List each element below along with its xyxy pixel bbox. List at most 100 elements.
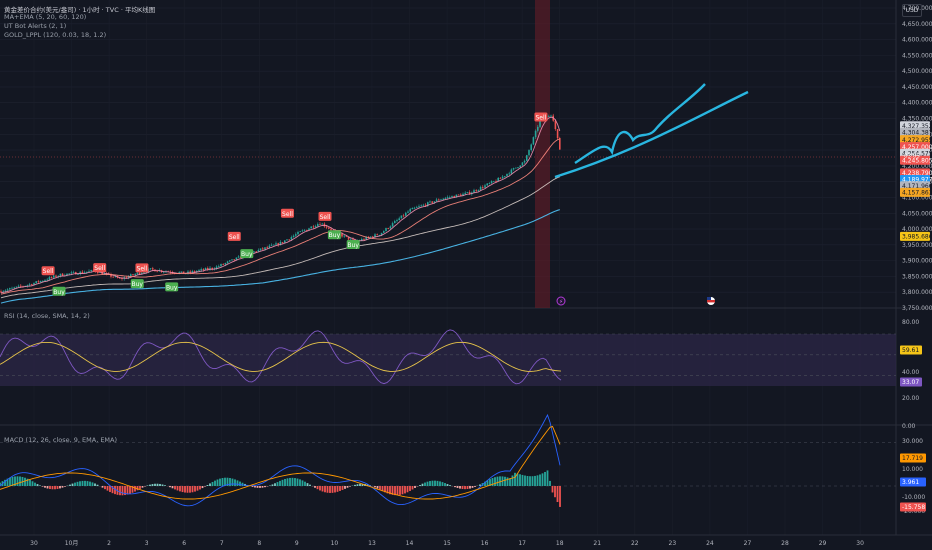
macd-histogram-bar	[549, 480, 551, 486]
macd-histogram-bar	[271, 484, 274, 486]
candle	[202, 269, 205, 270]
indicator-ma-ema[interactable]: MA+EMA (5, 20, 60, 120)	[4, 13, 87, 21]
candle	[130, 274, 132, 277]
macd-histogram-bar	[156, 483, 159, 486]
candle	[548, 116, 550, 117]
candle	[413, 207, 416, 209]
macd-histogram-bar	[424, 482, 426, 486]
candle	[191, 271, 194, 273]
macd-histogram-bar	[496, 476, 499, 486]
price-tick-label: 4,200.000	[902, 163, 932, 170]
rsi-label[interactable]: RSI (14, close, SMA, 14, 2)	[4, 312, 90, 320]
macd-histogram-bar	[39, 485, 41, 486]
price-tick-label: 4,350.000	[902, 116, 932, 123]
currency-button[interactable]: USD	[902, 4, 922, 17]
signal-text: Buy	[132, 281, 144, 288]
badge-text: 4,257.000	[902, 144, 932, 151]
candle	[233, 259, 235, 261]
price-tick-label: 4,600.000	[902, 37, 932, 44]
macd-histogram-bar	[91, 482, 94, 486]
candle	[462, 193, 464, 196]
sell-signal: Sell	[534, 112, 548, 122]
macd-histogram-bar	[14, 476, 16, 486]
candle	[493, 181, 495, 182]
candle	[466, 191, 469, 193]
candle	[152, 268, 154, 270]
ma-120-line	[0, 209, 560, 304]
candle	[48, 277, 51, 280]
macd-histogram-bar	[36, 484, 39, 486]
price-label-badge: 4,272.955	[900, 135, 932, 145]
candle	[369, 236, 372, 238]
macd-histogram-bar	[69, 484, 71, 486]
candle	[86, 271, 88, 273]
price-tick-label: 3,850.000	[902, 273, 932, 280]
macd-histogram-bar	[346, 486, 349, 488]
candle	[259, 248, 262, 250]
sell-signal: Sell	[135, 263, 149, 273]
macd-histogram-bar	[461, 486, 464, 490]
candle	[13, 287, 15, 289]
candle	[501, 176, 504, 179]
date-tick-label: 16	[481, 540, 489, 547]
candle	[125, 277, 128, 279]
macd-histogram-bar	[96, 484, 99, 486]
badge-bg	[900, 148, 930, 158]
badge-text: 3.961	[902, 479, 919, 486]
candle	[20, 285, 22, 287]
macd-histogram-bar	[199, 486, 201, 490]
signal-badge	[135, 263, 149, 273]
macd-label[interactable]: MACD (12, 26, close, 9, EMA, EMA)	[4, 436, 118, 444]
candle	[418, 206, 420, 208]
date-tick-label: 30	[30, 540, 38, 547]
signal-badge	[130, 279, 144, 289]
badge-bg	[900, 135, 930, 145]
macd-histogram-bar	[84, 480, 86, 486]
macd-histogram-bar	[394, 486, 396, 496]
sell-signal: Sell	[280, 208, 294, 218]
date-tick-label: 13	[368, 540, 376, 547]
event-icons[interactable]: ⚡	[556, 296, 715, 306]
price-tick-label: 4,650.000	[902, 21, 932, 28]
indicator-lppl[interactable]: GOLD_LPPL (120, 0.03, 18, 1.2)	[4, 31, 107, 39]
macd-histogram-bar	[521, 474, 524, 486]
macd-histogram-bar	[44, 486, 46, 488]
macd-histogram-bar	[146, 485, 149, 486]
candle	[455, 194, 458, 198]
badge-text: 4,272.955	[902, 137, 932, 144]
macd-histogram-bar	[306, 483, 309, 486]
macd-histogram-bar	[361, 483, 364, 486]
macd-histogram-bar	[184, 486, 186, 493]
candle	[380, 232, 383, 235]
macd-histogram-bar	[376, 486, 379, 489]
macd-histogram-bar	[526, 475, 529, 486]
badge-bg	[900, 477, 926, 487]
indicator-ut-bot[interactable]: UT Bot Alerts (2, 1)	[4, 22, 67, 30]
date-tick-label: 9	[295, 540, 299, 547]
candle	[387, 228, 389, 229]
candle	[281, 241, 284, 243]
candle	[224, 263, 227, 265]
macd-histogram-bar	[446, 484, 449, 486]
countdown-text: 03:05	[904, 153, 920, 159]
price-label-badge: 4,245.805	[900, 155, 932, 165]
candle	[319, 224, 321, 225]
lightning-event-icon[interactable]	[556, 296, 566, 306]
macd-pane: 0.0030.00010.000-10.000-20.00017.7193.96…	[0, 413, 926, 515]
macd-histogram-bar	[111, 486, 114, 494]
candle	[266, 247, 268, 249]
badge-text: 4,157.863	[902, 190, 932, 197]
macd-histogram-bar	[216, 479, 219, 486]
candle	[255, 251, 257, 253]
date-tick-label: 28	[781, 540, 789, 547]
sell-signal: Sell	[227, 231, 241, 241]
candle	[497, 177, 499, 182]
macd-histogram-bar	[16, 476, 19, 486]
candle	[196, 271, 198, 272]
candle	[457, 194, 460, 196]
macd-histogram-bar	[119, 486, 121, 496]
candle	[295, 234, 297, 236]
macd-histogram-bar	[504, 476, 506, 486]
macd-histogram-bar	[81, 480, 84, 486]
